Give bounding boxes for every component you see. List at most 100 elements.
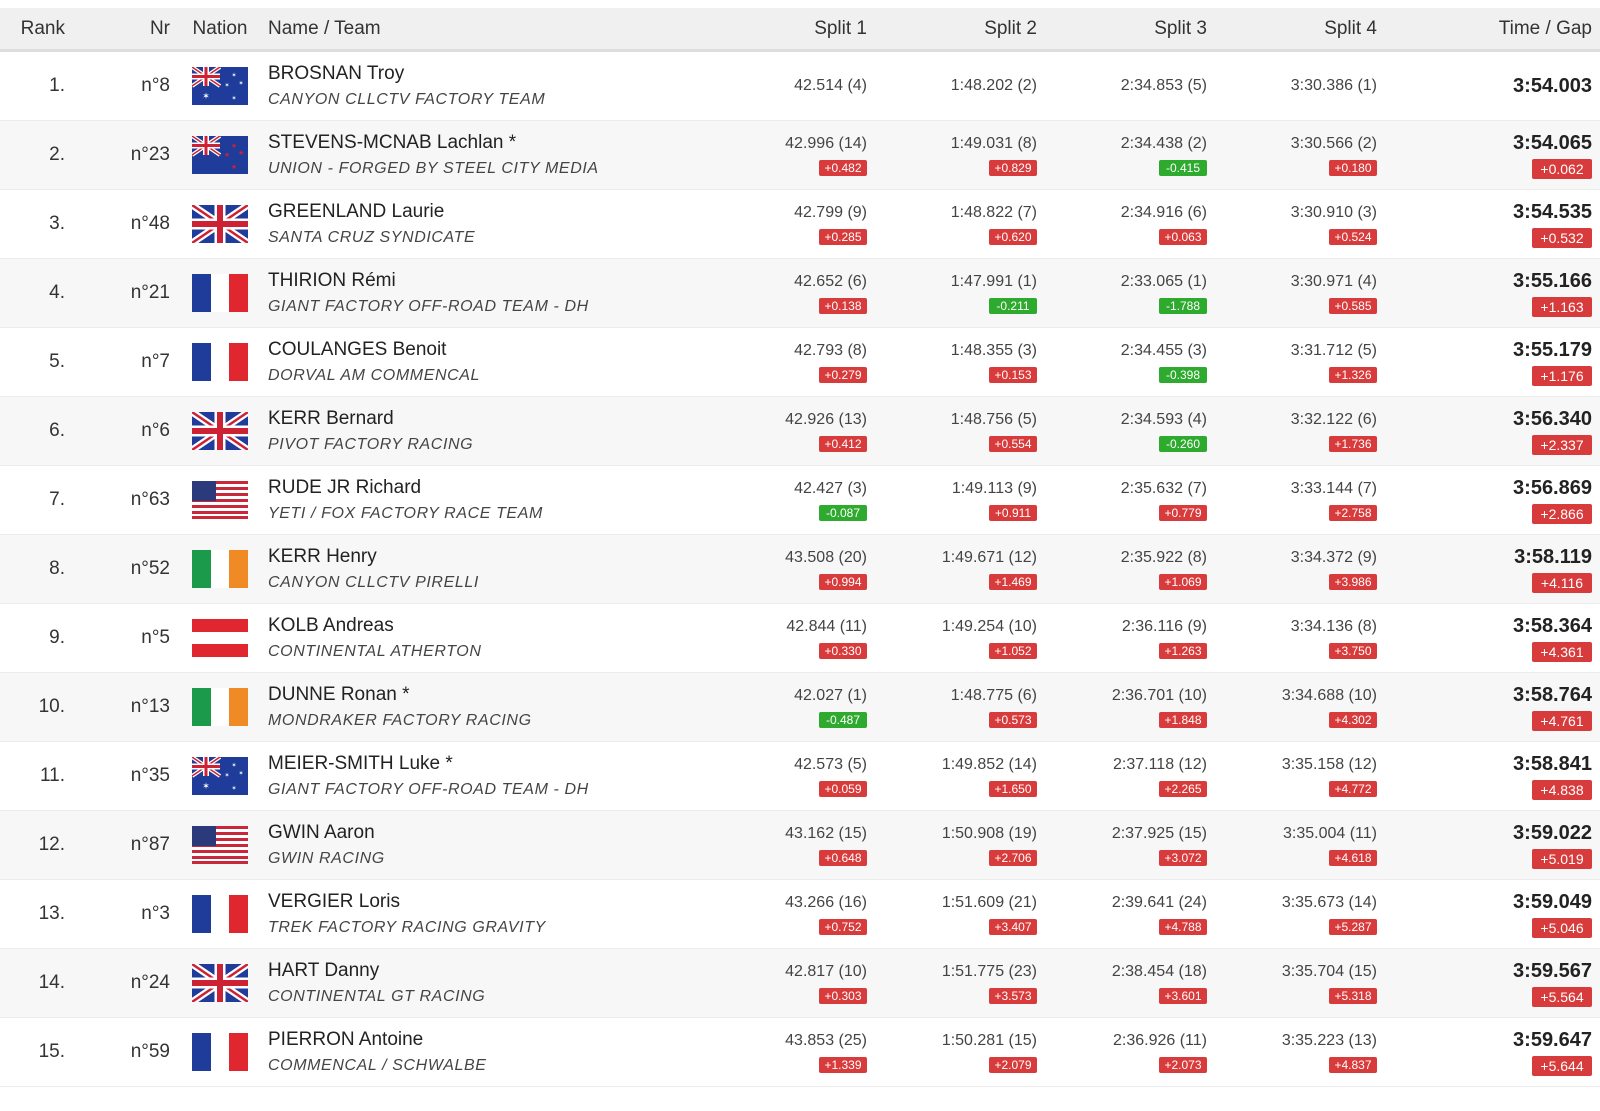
rider-name-link[interactable]: MEIER-SMITH Luke * [268,753,453,774]
svg-text:✶: ✶ [224,82,229,89]
split-2-time: 1:51.775 (23) [941,962,1037,980]
table-row[interactable]: 5. n°7 COULANGES Benoit DORVAL AM COMMEN… [0,328,1600,397]
rider-name-link[interactable]: THIRION Rémi [268,270,396,291]
header-split-3[interactable]: Split 3 [1154,17,1207,39]
finish-time: 3:59.022 [1513,821,1592,844]
rider-name-link[interactable]: PIERRON Antoine [268,1029,424,1050]
nation-flag-icon [180,550,260,588]
rider-name-link[interactable]: GREENLAND Laurie [268,201,445,222]
team-name: SANTA CRUZ SYNDICATE [268,229,476,246]
header-rank[interactable]: Rank [20,17,65,39]
rider-name-link[interactable]: STEVENS-MCNAB Lachlan * [268,132,517,153]
split-gap-badge: -0.087 [819,504,867,521]
table-row[interactable]: 3. n°48 GREENLAND Laurie SANTA CRUZ SYND… [0,190,1600,259]
rank-cell: 8. [49,558,65,579]
finish-gap-badge: +5.046 [1532,917,1592,938]
split-gap-badge: +0.138 [819,297,867,314]
team-name: CANYON CLLCTV PIRELLI [268,574,479,591]
header-name-team[interactable]: Name / Team [268,17,381,39]
split-gap-badge: +0.330 [819,642,867,659]
split-2-time: 1:50.281 (15) [941,1031,1037,1049]
rider-name-link[interactable]: DUNNE Ronan * [268,684,410,705]
split-3-time: 2:36.926 (11) [1113,1031,1207,1049]
team-name: DORVAL AM COMMENCAL [268,367,481,384]
finish-time: 3:54.065 [1513,131,1592,154]
rider-name-link[interactable]: BROSNAN Troy [268,63,405,84]
team-name: TREK FACTORY RACING GRAVITY [268,919,546,936]
finish-time: 3:59.647 [1513,1028,1592,1051]
split-gap-badge: +1.736 [1329,435,1377,452]
table-row[interactable]: 2. n°23 ★ ★ ★ ★ STEVENS-MCNAB Lachlan * UNI… [0,121,1600,190]
svg-text:✶: ✶ [224,772,229,779]
header-split-1[interactable]: Split 1 [814,17,867,39]
rank-cell: 11. [39,765,65,786]
split-gap-badge: -1.788 [1159,297,1207,314]
split-4-time: 3:35.158 (12) [1281,755,1377,773]
finish-gap-badge: +4.838 [1532,779,1592,800]
table-row[interactable]: 1. n°8 ✶ ✶ ✶ ✶ ✶ BROSNAN Troy CANYON CLLCTV … [0,52,1600,121]
table-row[interactable]: 10. n°13 DUNNE Ronan * MONDRAKER FACTORY… [0,673,1600,742]
finish-time: 3:55.179 [1513,338,1592,361]
svg-text:★: ★ [231,142,237,150]
split-gap-badge: +0.063 [1159,228,1207,245]
rider-name-link[interactable]: COULANGES Benoit [268,339,447,360]
split-gap-badge: -0.415 [1159,159,1207,176]
header-time-gap[interactable]: Time / Gap [1498,17,1592,39]
split-gap-badge: +0.994 [819,573,867,590]
split-gap-badge: +2.265 [1159,780,1207,797]
finish-gap-badge: +5.019 [1532,848,1592,869]
header-split-4[interactable]: Split 4 [1324,17,1377,39]
rank-cell: 4. [49,282,65,303]
bib-number-cell: n°35 [130,765,170,786]
rider-name-link[interactable]: RUDE JR Richard [268,477,422,498]
split-gap-badge: +4.772 [1329,780,1377,797]
rank-cell: 2. [49,144,65,165]
rank-cell: 9. [49,627,65,648]
table-row[interactable]: 7. n°63 RUDE JR Richard YETI / FOX FACTO… [0,466,1600,535]
rider-name-link[interactable]: VERGIER Loris [268,891,400,912]
split-1-time: 42.926 (13) [785,410,867,428]
table-row[interactable]: 15. n°59 PIERRON Antoine COMMENCAL / SCH… [0,1018,1600,1087]
team-name: GIANT FACTORY OFF-ROAD TEAM - DH [268,781,589,798]
rank-cell: 10. [38,696,65,717]
split-gap-badge: +2.073 [1159,1056,1207,1073]
nation-flag-icon [180,274,260,312]
table-row[interactable]: 4. n°21 THIRION Rémi GIANT FACTORY OFF-R… [0,259,1600,328]
header-split-2[interactable]: Split 2 [984,17,1037,39]
split-gap-badge: +0.829 [989,159,1037,176]
header-nr[interactable]: Nr [149,17,170,39]
table-row[interactable]: 14. n°24 HART Danny CONTINENTAL GT RACIN… [0,949,1600,1018]
rider-name-link[interactable]: GWIN Aaron [268,822,375,843]
finish-time: 3:58.764 [1513,683,1592,706]
table-row[interactable]: 11. n°35 ✶ ✶ ✶ ✶ ✶ MEIER-SMITH Luke * GIANT … [0,742,1600,811]
split-gap-badge: +1.069 [1159,573,1207,590]
split-1-time: 42.652 (6) [794,272,867,290]
split-gap-badge: +4.788 [1159,918,1207,935]
table-row[interactable]: 9. n°5 KOLB Andreas CONTINENTAL ATHERTON… [0,604,1600,673]
header-nation[interactable]: Nation [192,17,248,39]
finish-gap-badge: +5.644 [1532,1055,1592,1076]
split-gap-badge: +1.263 [1159,642,1207,659]
split-gap-badge: +1.052 [989,642,1037,659]
rider-name-link[interactable]: KERR Bernard [268,408,394,429]
nation-flag-icon [180,409,260,453]
bib-number-cell: n°48 [130,213,170,234]
table-row[interactable]: 8. n°52 KERR Henry CANYON CLLCTV PIRELLI… [0,535,1600,604]
rider-name-link[interactable]: KOLB Andreas [268,615,394,636]
table-row[interactable]: 12. n°87 GWIN Aaron GWIN RACING 43.162 (… [0,811,1600,880]
split-2-time: 1:48.775 (6) [950,686,1037,704]
split-4-time: 3:35.673 (14) [1281,893,1377,911]
nation-flag-icon: ✶ ✶ ✶ ✶ ✶ [180,755,260,795]
nation-flag-icon [180,202,260,246]
split-2-time: 1:51.609 (21) [941,893,1037,911]
table-row[interactable]: 6. n°6 KERR Bernard PIVOT FACTORY RACING… [0,397,1600,466]
finish-time: 3:54.535 [1513,200,1592,223]
bib-number-cell: n°24 [130,972,170,993]
split-gap-badge: +1.650 [989,780,1037,797]
rider-name-link[interactable]: HART Danny [268,960,380,981]
rider-name-link[interactable]: KERR Henry [268,546,377,567]
table-row[interactable]: 13. n°3 VERGIER Loris TREK FACTORY RACIN… [0,880,1600,949]
bib-number-cell: n°3 [141,903,170,924]
split-gap-badge: +2.079 [989,1056,1037,1073]
rank-cell: 13. [38,903,65,924]
